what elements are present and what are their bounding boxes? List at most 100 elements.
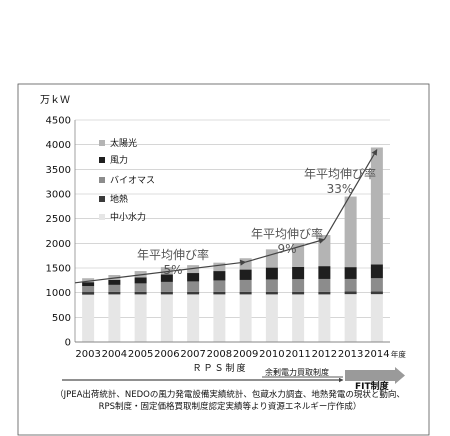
bar-segment [370,278,383,292]
bar-segment [265,267,278,280]
bar-segment [213,280,226,292]
bar-segment [370,264,383,279]
bar-segment [82,292,95,295]
legend-swatch [99,140,105,146]
x-tick-label: 2007 [180,349,205,360]
bar-segment [292,266,305,280]
bar-segment [213,262,226,272]
bar-segment [187,273,200,282]
bar-segment [318,266,331,279]
bar-segment [265,291,278,295]
bar-segment [318,291,331,295]
bar-segment [213,291,226,295]
bar-segment [187,294,200,342]
bar-segment [344,278,357,292]
y-tick-label: 4500 [46,116,71,127]
y-tick-label: 2500 [46,214,71,225]
bar-segment [292,294,305,342]
bar-segment [344,267,357,279]
bar-segment [265,279,278,292]
bar-segment [82,278,95,283]
legend-label: 地熱 [110,193,128,205]
bar-segment [318,278,331,292]
x-tick-label: 2012 [312,349,337,360]
bar-segment [265,249,278,268]
bar-segment [134,294,147,342]
bar-segment [108,279,121,285]
bar-segment [134,283,147,292]
y-axis: 0 500 1000 1500 2000 2500 3000 3500 4000 4500 万ｋＷ [40,94,76,349]
bar-segment [187,265,200,274]
growth-label-title: 年平均伸び率 [304,166,376,181]
bar-segment [239,279,252,292]
growth-label-title: 年平均伸び率 [251,226,323,241]
bar-segment [344,196,357,268]
x-tick-label: 2014 [364,349,389,360]
bar-segment [292,291,305,295]
bar-segment [82,294,95,342]
fit-label: FIT制度 [355,380,390,392]
bar-segment [370,294,383,342]
x-tick-label: 2004 [102,349,127,360]
y-tick-label: 4000 [46,140,71,151]
legend-swatch [99,177,105,183]
x-axis: 2003 2004 2005 2006 2007 2008 2009 2010 2011 2012… [75,341,406,360]
legend-label: 太陽光 [110,137,137,149]
bar-segment [265,294,278,342]
x-tick-label: 2008 [207,349,232,360]
bar-segment [318,294,331,342]
growth-label-rate: 9% [277,242,296,256]
rps-label: ＲＰＳ制度 [192,362,247,374]
y-tick-label: 500 [52,313,71,324]
bar-segment [370,291,383,295]
source-note-line-1: （JPEA出荷統計、NEDOの風力発電設備実績統計、包蔵水力調査、地熱発電の現状… [55,390,405,400]
trend-arrows [74,149,378,284]
y-tick-label: 1500 [46,264,71,275]
trend-arrow [74,259,247,284]
x-tick-label: 2005 [128,349,153,360]
trend-arrow [245,237,325,263]
legend-label: バイオマス [110,175,155,186]
bar-segment [160,267,173,275]
growth-label-rate: 33% [327,182,354,196]
growth-label-rate: 5% [163,263,182,277]
y-tick-label: 2000 [46,239,71,250]
bar-segment [187,291,200,295]
y-tick-label: 3000 [46,190,71,201]
x-axis-suffix: 年度 [391,349,406,359]
fit-arrow [345,367,405,384]
bar-segment [239,291,252,295]
x-tick-label: 2013 [338,349,363,360]
grid-lines [75,119,390,343]
bar-segment [160,281,173,292]
bar-segment [82,282,95,287]
bar-segment [108,294,121,342]
bar-segment [108,291,121,295]
bar-segment [292,243,305,267]
x-tick-label: 2010 [259,349,284,360]
bar-segment [213,271,226,281]
bar-segment [134,291,147,295]
legend-label: 中小水力 [110,211,146,223]
trend-arrow [323,149,378,240]
y-tick-label: 3500 [46,165,71,176]
y-axis-unit-label: 万ｋＷ [40,94,70,106]
bar-segment [134,277,147,284]
bar-segment [160,294,173,342]
y-tick-label: 1000 [46,288,71,299]
bar-segment [239,258,252,270]
legend-swatch [99,157,105,163]
bar-segment [370,147,383,265]
policy-timeline: ＲＰＳ制度 余剰電力買取制度 FIT制度 [62,362,405,392]
bar-segment [344,291,357,295]
bar-segment [344,294,357,342]
x-tick-label: 2009 [233,349,258,360]
bars-layer [82,147,383,342]
bar-segment [239,294,252,342]
bar-segment [213,294,226,342]
bar-segment [108,284,121,292]
growth-label-title: 年平均伸び率 [137,247,209,262]
x-tick-label: 2003 [75,349,100,360]
